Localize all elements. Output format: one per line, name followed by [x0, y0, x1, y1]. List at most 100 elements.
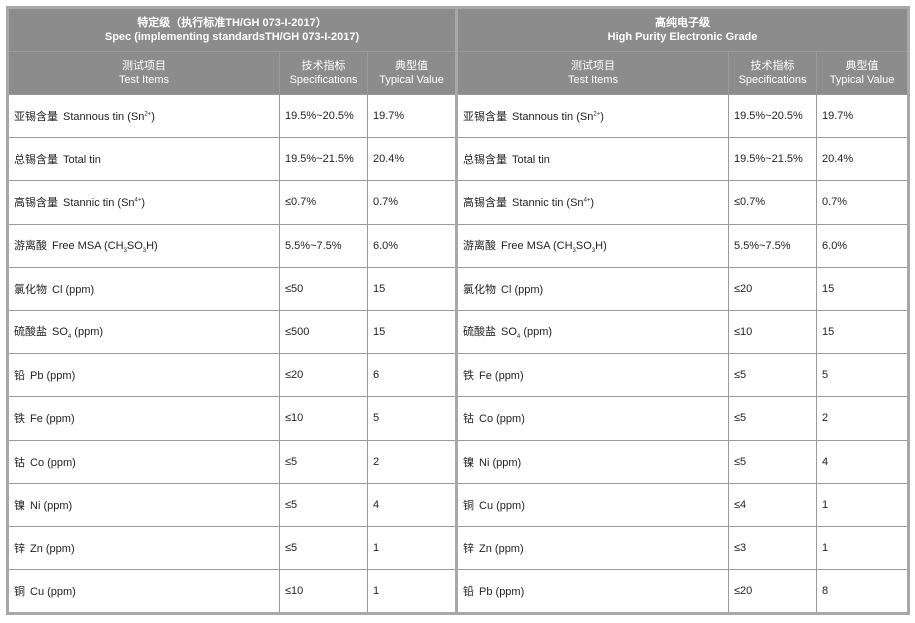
subscript: 4 — [516, 334, 521, 341]
item-name-cn: 锌 — [14, 542, 25, 555]
group-header-row: 特定级（执行标准TH/GH 073-I-2017） Spec (implement… — [6, 7, 910, 52]
table-row: 游离酸 Free MSA (CH3SO3H) 5.5%~7.5% 6.0% 游离酸 F… — [7, 223, 910, 268]
typical-value-cell: 2 — [816, 396, 910, 441]
item-name-en: Co (ppm) — [30, 456, 76, 469]
subscript: 3 — [572, 248, 576, 255]
typical-value-cell: 15 — [816, 266, 910, 311]
test-item-cell: 铁 Fe (ppm) — [7, 396, 280, 441]
item-name-cn: 高锡含量 — [463, 197, 508, 210]
item-name-cn: 总锡含量 — [463, 154, 508, 167]
typical-value-cell: 5 — [816, 353, 910, 398]
item-name-tail: (ppm) — [71, 326, 104, 339]
superscript: 4+ — [134, 197, 142, 204]
item-name-cn: 硫酸盐 — [463, 326, 497, 339]
specification-cell: ≤20 — [728, 569, 818, 615]
item-name-en: Ni (ppm) — [30, 499, 73, 512]
item-name-en: Stannic tin (Sn — [63, 197, 135, 210]
typical-value-cell: 19.7% — [816, 93, 910, 139]
test-item-cell: 锌 Zn (ppm) — [455, 525, 730, 571]
item-name-cn: 铅 — [463, 586, 475, 599]
table-row: 钴 Co (ppm) ≤5 2 镍 Ni (ppm) ≤5 4 — [7, 439, 910, 484]
specification-cell: 19.5%~21.5% — [279, 137, 368, 182]
typical-value-cell: 6.0% — [366, 223, 458, 268]
item-name-cn: 亚锡含量 — [14, 111, 58, 124]
column-label-en: Specifications — [738, 74, 807, 86]
typical-value-cell: 1 — [816, 525, 910, 571]
column-header-specifications: 技术指标 Specifications — [728, 51, 818, 95]
typical-value-cell: 6.0% — [816, 223, 910, 268]
test-item-cell: 氯化物 Cl (ppm) — [455, 266, 730, 311]
item-name-cn: 铜 — [14, 586, 25, 599]
item-name-cn: 钴 — [463, 413, 475, 426]
typical-value-cell: 15 — [366, 266, 458, 311]
test-item-cell: 硫酸盐 SO4 (ppm) — [7, 309, 280, 355]
item-name-tail: SO3H) — [575, 240, 607, 255]
item-name-en: Stannous tin (Sn — [63, 111, 145, 124]
test-item-cell: 高锡含量 Stannic tin (Sn4+) — [7, 180, 280, 225]
column-header-row: 测试项目 Test Items 技术指标 Specifications 典型值 Typic… — [7, 51, 910, 95]
spec-table: 特定级（执行标准TH/GH 073-I-2017） Spec (implement… — [6, 6, 911, 616]
specification-cell: ≤4 — [728, 482, 818, 527]
item-name-cn: 铁 — [14, 413, 25, 426]
column-label-en: Typical Value — [379, 74, 444, 86]
item-name-en: Zn (ppm) — [479, 542, 524, 555]
item-name-cn: 氯化物 — [14, 283, 47, 296]
column-label-cn: 技术指标 — [750, 60, 795, 72]
test-item-cell: 铅 Pb (ppm) — [455, 569, 730, 615]
table-row: 锌 Zn (ppm) ≤5 1 锌 Zn (ppm) ≤3 1 — [7, 525, 910, 571]
item-name-tail: (ppm) — [520, 326, 553, 339]
typical-value-cell: 6 — [366, 353, 458, 398]
specification-cell: ≤10 — [279, 396, 368, 441]
column-label-cn: 典型值 — [395, 60, 428, 72]
item-name-cn: 高锡含量 — [14, 197, 58, 210]
table-row: 铜 Cu (ppm) ≤10 1 铅 Pb (ppm) ≤20 8 — [7, 569, 910, 615]
test-item-cell: 钴 Co (ppm) — [455, 396, 730, 441]
typical-value-cell: 0.7% — [816, 180, 910, 225]
item-name-cn: 铜 — [463, 499, 475, 512]
group-title-cn: 特定级（执行标准TH/GH 073-I-2017） — [137, 17, 327, 29]
column-label-cn: 测试项目 — [122, 60, 166, 72]
group-title-en: High Purity Electronic Grade — [607, 31, 758, 43]
table-row: 镍 Ni (ppm) ≤5 4 铜 Cu (ppm) ≤4 1 — [7, 482, 910, 527]
test-item-cell: 硫酸盐 SO4 (ppm) — [455, 309, 730, 355]
subscript: 3 — [123, 248, 127, 255]
typical-value-cell: 2 — [366, 439, 458, 484]
item-name-en: Free MSA (CH — [52, 240, 124, 253]
specification-cell: 5.5%~7.5% — [728, 223, 818, 268]
specification-cell: ≤3 — [728, 525, 818, 571]
item-name-en: Co (ppm) — [479, 413, 525, 426]
item-name-tail: ) — [600, 111, 604, 124]
item-name-tail: ) — [141, 197, 146, 210]
specification-cell: 19.5%~20.5% — [279, 93, 368, 139]
item-name-cn: 钴 — [14, 456, 25, 469]
column-label-cn: 技术指标 — [301, 60, 346, 72]
item-name-cn: 铁 — [463, 370, 475, 383]
superscript: 2+ — [593, 111, 601, 118]
test-item-cell: 游离酸 Free MSA (CH3SO3H) — [455, 223, 730, 268]
typical-value-cell: 1 — [366, 525, 458, 571]
group-title-cn: 高纯电子级 — [655, 17, 711, 29]
test-item-cell: 钴 Co (ppm) — [7, 439, 280, 484]
item-name-en: Pb (ppm) — [30, 370, 76, 383]
item-name-en: Pb (ppm) — [479, 586, 525, 599]
table-row: 硫酸盐 SO4 (ppm) ≤500 15 硫酸盐 SO4 (ppm) ≤10 15 — [7, 309, 910, 355]
specification-cell: ≤50 — [279, 266, 368, 311]
test-item-cell: 铜 Cu (ppm) — [7, 569, 280, 615]
item-name-en: SO — [501, 326, 517, 339]
specification-cell: ≤5 — [279, 439, 368, 484]
specification-cell: 5.5%~7.5% — [279, 223, 368, 268]
item-name-cn: 游离酸 — [14, 240, 47, 253]
typical-value-cell: 19.7% — [366, 93, 458, 139]
item-name-en: Cu (ppm) — [479, 499, 525, 512]
table-row: 总锡含量 Total tin 19.5%~21.5% 20.4% 总锡含量 Total… — [7, 137, 910, 182]
item-name-en: SO — [52, 326, 68, 339]
column-label-cn: 典型值 — [845, 60, 879, 72]
typical-value-cell: 5 — [366, 396, 458, 441]
typical-value-cell: 8 — [816, 569, 910, 615]
column-label-en: Specifications — [289, 74, 358, 86]
test-item-cell: 亚锡含量 Stannous tin (Sn2+) — [7, 93, 280, 139]
specification-cell: ≤20 — [279, 353, 368, 398]
item-name-cn: 氯化物 — [463, 283, 497, 296]
typical-value-cell: 4 — [366, 482, 458, 527]
specification-cell: ≤5 — [279, 525, 368, 571]
